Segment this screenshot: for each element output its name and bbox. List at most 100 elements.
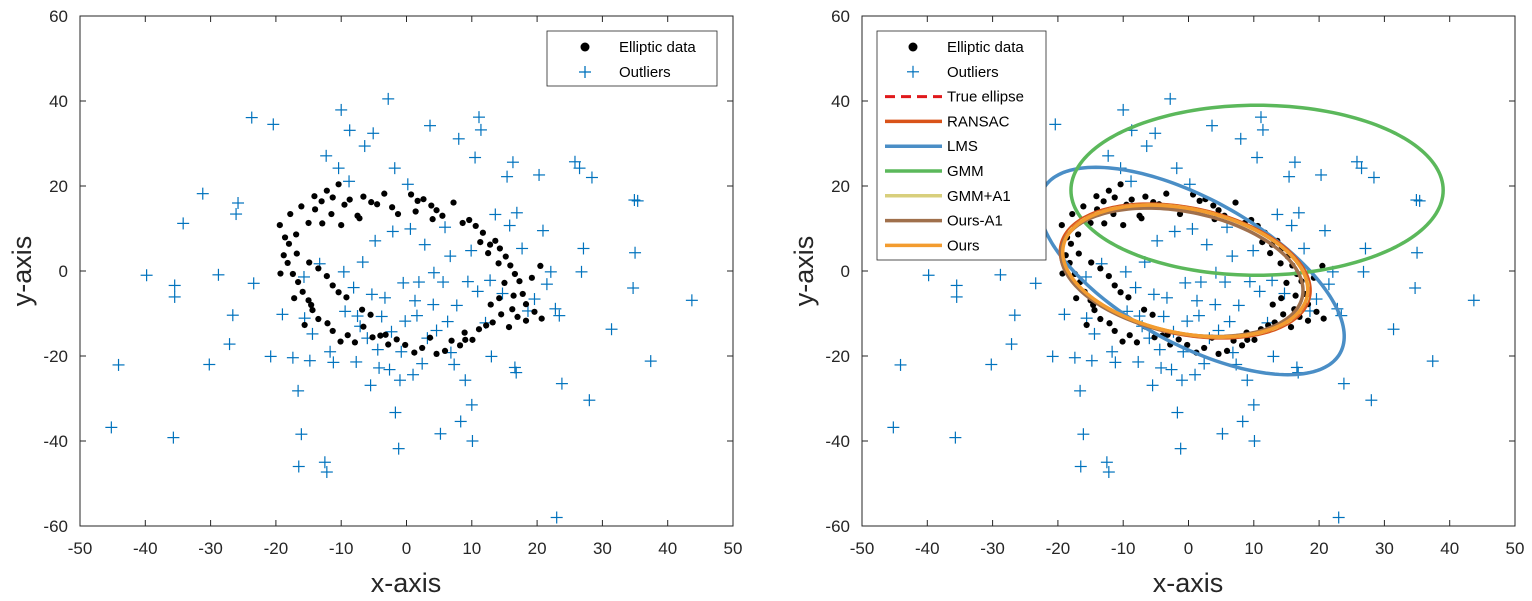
outlier-point [276,308,289,321]
outlier-point [1170,162,1183,175]
outlier-point [1005,338,1018,351]
elliptic-data-point [368,199,375,206]
outlier-point [356,256,369,269]
left-x-tick-label: -40 [133,539,158,558]
outlier-point [1355,162,1368,175]
outlier-point [555,377,568,390]
left-legend-box [546,30,718,87]
right-y-tick-label: -40 [825,432,850,451]
outlier-point [549,302,562,315]
outlier-point [320,466,333,479]
elliptic-data-point [1184,341,1191,349]
elliptic-data-point [377,332,384,339]
elliptic-data-point [469,336,476,343]
left-x-tick-label: -30 [198,539,223,558]
outlier-point [410,309,423,322]
elliptic-data-point [1069,210,1076,218]
elliptic-data-point [277,270,284,277]
outlier-point [1267,350,1280,363]
outlier-point [1310,293,1323,306]
outlier-point [332,162,345,175]
elliptic-data-point [439,212,446,219]
elliptic-data-point [522,317,530,324]
elliptic-data-point [496,245,503,252]
outlier-point [461,275,474,288]
outlier-point [474,123,487,136]
outlier-point [378,291,391,304]
elliptic-data-point [1215,350,1222,357]
outlier-point [1160,291,1173,304]
elliptic-data-point [337,338,344,345]
outlier-point [1106,345,1119,358]
outlier-point [1149,127,1162,140]
outlier-point [369,234,382,247]
elliptic-data-point [1215,207,1222,214]
elliptic-data-point [1201,344,1208,352]
elliptic-data-point [329,194,336,201]
elliptic-data-point [1269,301,1276,308]
elliptic-data-point [385,341,392,348]
outlier-point [343,124,356,137]
left-x-tick-label: -20 [264,539,289,558]
outlier-point [303,354,316,367]
outlier-point [528,293,541,306]
outlier-point [140,269,153,282]
outlier-point [1288,156,1301,169]
outlier-point [1357,265,1370,278]
elliptic-data-point [1058,222,1065,229]
outlier-point [267,118,280,131]
elliptic-data-point [479,229,487,236]
outlier-point [1132,355,1145,368]
outlier-point [434,427,447,440]
left-y-tick-label: 20 [49,177,68,196]
ellipse-gmm [1069,103,1445,278]
outlier-point [168,290,181,303]
elliptic-data-point [1223,347,1231,354]
elliptic-data-point [381,190,388,197]
outlier-point [1206,119,1219,132]
outlier-point [985,358,998,371]
outlier-point [1292,206,1305,219]
left-x-tick-label: -10 [329,539,354,558]
outlier-point [418,238,431,251]
outlier-point [397,276,410,289]
left-legend-outlier-marker [579,66,591,78]
outlier-point [1223,315,1236,328]
outlier-point [177,217,190,230]
outlier-point [627,282,640,294]
elliptic-data-point [441,347,449,354]
outlier-point [489,208,502,221]
elliptic-data-point [276,222,283,229]
elliptic-data-point [1277,260,1284,267]
outlier-point [469,151,482,164]
outlier-point [1189,368,1202,381]
elliptic-data-point [1304,317,1312,324]
right-legend-ransac-label: RANSAC [947,113,1010,130]
elliptic-data-point [291,295,298,302]
right-x-tick-label: 40 [1440,539,1459,558]
outlier-point [466,435,479,447]
outlier-point [427,298,440,311]
outlier-point [444,250,457,263]
right-fitted-ellipses [1037,103,1445,377]
outlier-point [404,222,417,235]
outlier-point [212,268,225,281]
outlier-point [1426,355,1439,368]
outlier-point [1174,442,1187,455]
elliptic-data-point [1278,295,1285,302]
elliptic-data-point [329,282,336,289]
left-scatter-panel: -50 -40 -30 -20 -10 0 10 20 30 40 50 -60 -40 -20 0 20 40… [7,7,742,598]
right-x-tick-label: 30 [1375,539,1394,558]
outlier-point [1186,222,1199,235]
outlier-point [297,270,310,283]
elliptic-data-point [382,331,389,338]
elliptic-data-point [489,319,496,326]
elliptic-data-point [510,292,517,299]
left-x-tick-label: 40 [658,539,677,558]
right-y-tick-label: 20 [831,177,850,196]
elliptic-data-point [293,231,300,238]
outlier-point [1410,194,1423,207]
left-axis-ticks: -50 -40 -30 -20 -10 0 10 20 30 40 50 -60 -40 -20 0 20 40… [43,7,742,558]
outlier-point [230,208,243,221]
outlier-point [1074,384,1087,397]
